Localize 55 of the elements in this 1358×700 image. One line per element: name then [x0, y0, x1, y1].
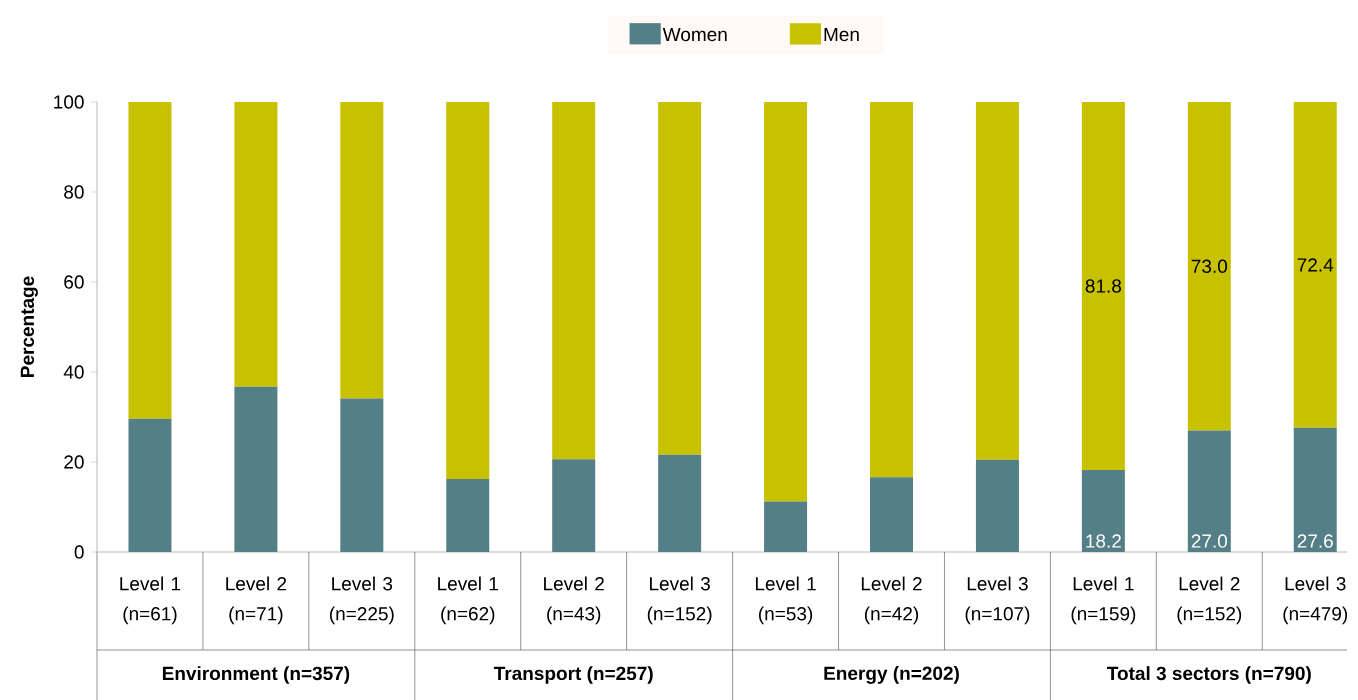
data-label: 27.6	[1297, 534, 1333, 548]
y-tick-label: 100	[54, 95, 84, 109]
data-label: 81.8	[1085, 279, 1122, 293]
bar	[128, 418, 172, 552]
y-axis-title: Percentage	[20, 276, 38, 377]
bar	[1187, 430, 1231, 552]
y-tick-label: 80	[64, 185, 84, 199]
bar	[764, 501, 808, 552]
text: Total 3 sectors (n=790)	[1107, 666, 1311, 684]
text: Energy (n=202)	[824, 666, 959, 684]
data-label: 18.2	[1086, 534, 1121, 548]
x-tick-label: Level 1 (n=159)	[1071, 576, 1136, 625]
bar	[1293, 427, 1337, 552]
data-label: 73.0	[1191, 259, 1228, 273]
bar	[234, 386, 278, 552]
bar	[234, 102, 278, 387]
x-tick-label: Level 3 (n=479)	[1283, 576, 1348, 625]
x-tick-label: Level 3 (n=152)	[647, 576, 712, 625]
data-label: 27.0	[1191, 534, 1228, 548]
data-label: 72.4	[1297, 258, 1334, 272]
bar	[340, 102, 384, 399]
bar	[128, 102, 172, 419]
x-tick-label: Level 1 (n=53)	[755, 576, 816, 625]
bar	[975, 102, 1019, 460]
bar	[1293, 102, 1337, 428]
text: Transport (n=257)	[493, 666, 653, 684]
bar	[340, 398, 384, 552]
bar	[552, 102, 596, 460]
bar	[446, 102, 490, 480]
bar	[446, 479, 490, 552]
x-tick-label: Level 3 (n=107)	[965, 576, 1030, 625]
x-tick-label: Level 2 (n=71)	[226, 576, 287, 625]
x-tick-label: Level 3 (n=225)	[330, 576, 394, 625]
y-tick-label: 20	[64, 455, 84, 469]
bar	[552, 459, 596, 552]
bar	[658, 102, 702, 455]
bar	[870, 102, 913, 478]
bar	[764, 102, 808, 502]
y-tick-label: 40	[63, 365, 84, 379]
bar	[1081, 102, 1125, 471]
legend-label: Men	[824, 27, 859, 42]
text: Environment (n=357)	[162, 666, 350, 684]
bar	[658, 454, 702, 552]
bar	[1187, 102, 1231, 431]
y-tick-label: 0	[74, 545, 84, 559]
x-tick-label: Level 2 (n=43)	[544, 576, 604, 625]
y-tick-label: 60	[64, 275, 84, 289]
bar	[975, 459, 1019, 552]
bar	[870, 477, 913, 552]
x-tick-label: Level 2 (n=42)	[861, 576, 922, 625]
x-tick-label: Level 2 (n=152)	[1177, 576, 1242, 625]
legend-label: Women	[662, 27, 727, 42]
x-tick-label: Level 1 (n=61)	[120, 576, 181, 625]
bar	[1081, 470, 1125, 552]
x-tick-label: Level 1 (n=62)	[438, 576, 498, 625]
